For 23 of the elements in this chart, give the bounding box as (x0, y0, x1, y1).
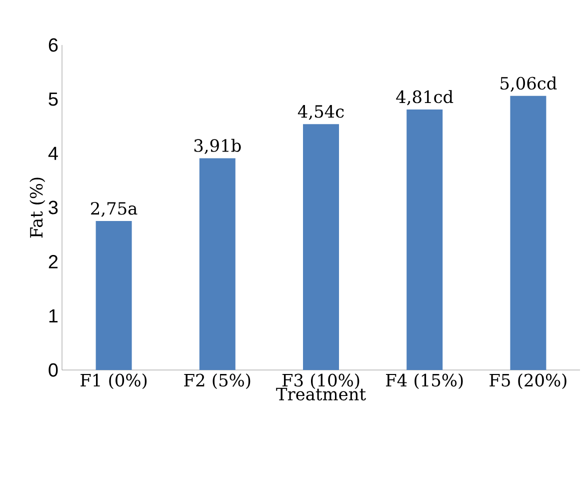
x-tick-label: F4 (15%) (386, 374, 463, 390)
bar (96, 221, 132, 370)
y-axis-title: Fat (%) (30, 178, 46, 238)
data-label: 4,54c (298, 105, 344, 120)
y-tick-label: 5 (48, 92, 58, 106)
x-tick-label: F2 (5%) (184, 374, 250, 390)
x-tick-label: F1 (0%) (80, 374, 147, 390)
data-label: 5,06cd (500, 76, 557, 92)
y-tick-label: 3 (48, 200, 58, 214)
y-tick-label: 2 (48, 255, 58, 268)
bar (510, 96, 546, 370)
bar (303, 124, 339, 370)
x-axis-title: Treatment (276, 388, 366, 400)
y-tick-label: 6 (48, 38, 58, 52)
y-tick-label: 4 (48, 146, 58, 160)
data-label: 4,81cd (396, 90, 454, 106)
y-tick-label: 1 (49, 309, 58, 322)
x-tick-label: F5 (20%) (490, 374, 566, 390)
y-tick-label: 0 (48, 363, 58, 377)
data-label: 3,91b (194, 138, 241, 154)
data-label: 2,75a (91, 202, 138, 217)
bar (406, 109, 443, 370)
bar (199, 158, 236, 370)
